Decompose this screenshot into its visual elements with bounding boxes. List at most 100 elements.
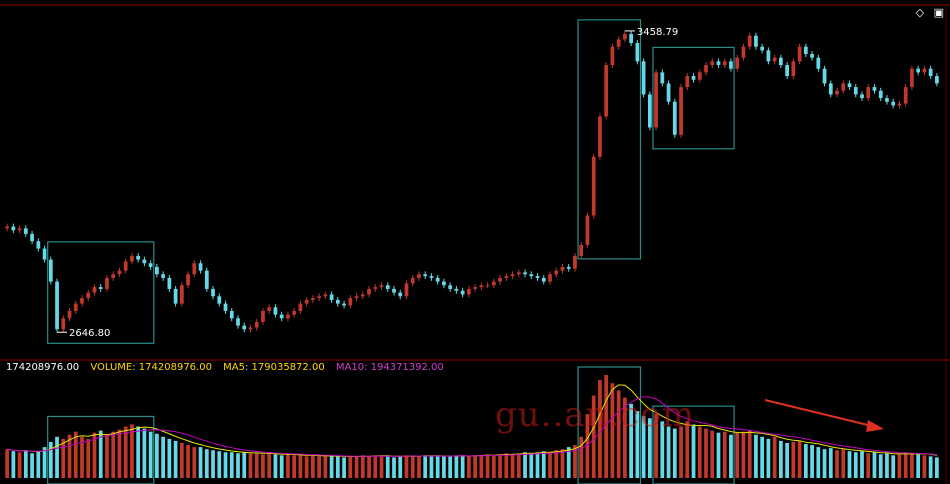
volume-bar (697, 426, 702, 478)
volume-bar (479, 455, 484, 478)
volume-bar (504, 453, 509, 478)
volume-bar (885, 453, 889, 478)
volume-bar (454, 455, 459, 478)
candle-body (229, 310, 234, 319)
candle-body (417, 274, 421, 278)
candle-body (242, 325, 247, 330)
volume-bar (541, 451, 546, 478)
volume-bar (579, 436, 584, 478)
candle-body (379, 285, 384, 288)
candle-body (591, 156, 596, 216)
candle-body (735, 57, 740, 69)
candle-body (423, 274, 428, 277)
volume-bar (273, 454, 278, 478)
volume-bar (598, 380, 602, 478)
volume-bar (772, 436, 777, 478)
candle-body (660, 72, 665, 84)
candle-body (192, 263, 197, 275)
candle-body (454, 288, 459, 291)
trend-arrow (764, 399, 884, 432)
candle-body (329, 294, 334, 300)
volume-bar (86, 438, 91, 478)
volume-bar (242, 452, 247, 478)
volume-bar (610, 383, 615, 478)
volume-bar (286, 454, 290, 478)
candle-body (111, 274, 116, 278)
candle-body (179, 285, 184, 304)
volume-bar (641, 416, 646, 478)
volume-bar (204, 449, 209, 478)
candle-body (903, 87, 908, 104)
volume-bar (192, 447, 197, 478)
ma10-line (7, 396, 937, 457)
volume-bar (55, 436, 59, 478)
candle-body (810, 54, 814, 58)
diamond-icon[interactable]: ◇ (915, 6, 925, 19)
volume-bar (585, 414, 590, 478)
volume-bar (516, 453, 521, 478)
candle-body (647, 94, 652, 128)
volume-bar (42, 447, 47, 478)
candle-body (697, 72, 702, 80)
candle-body (791, 61, 796, 77)
volume-bar (510, 454, 515, 478)
window-icon[interactable]: ▣ (933, 6, 944, 19)
candle-body (130, 255, 134, 262)
candle-body (335, 299, 340, 304)
volume-bars (5, 375, 939, 478)
candle-body (86, 292, 91, 299)
volume-bar (473, 455, 477, 478)
candle-body (435, 277, 440, 282)
volume-bar (691, 424, 696, 478)
candle-body (342, 303, 346, 306)
volume-bar (429, 456, 434, 478)
candle-body (741, 46, 746, 58)
candle-body (685, 76, 690, 88)
candle-body (541, 277, 546, 282)
candle-body (360, 294, 365, 297)
volume-bar (11, 451, 16, 478)
candle-body (516, 272, 521, 275)
volume-bar (616, 390, 621, 478)
candle-body (429, 276, 434, 278)
volume-bar (797, 440, 802, 478)
candle-body (36, 241, 41, 249)
candle-body (672, 101, 677, 135)
volume-bar (654, 414, 658, 478)
volume-bar (329, 456, 334, 478)
volume-bar (367, 456, 371, 478)
volume-bar (591, 395, 596, 478)
volume-bar (903, 452, 908, 478)
volume-bar (810, 445, 814, 478)
candle-body (891, 101, 896, 106)
volume-bar (360, 455, 365, 478)
volume-bar (803, 444, 808, 478)
volume-bar (835, 450, 839, 478)
volume-bar (435, 455, 440, 478)
candle-body (410, 277, 415, 284)
candle-body (80, 298, 84, 304)
candle-body (292, 310, 297, 315)
highlight-box (577, 19, 642, 260)
volume-bar (629, 403, 633, 478)
candle-body (304, 299, 309, 304)
highlight-box (652, 46, 735, 150)
volume-bar (48, 441, 53, 478)
watermark: gu..an.com (495, 395, 696, 435)
candle-body (123, 261, 128, 271)
candle-body (261, 310, 265, 322)
candle-body (747, 35, 752, 47)
candle-body (460, 290, 465, 295)
candle-body (236, 318, 240, 326)
volume-bar (373, 455, 378, 478)
candle-body (878, 90, 883, 99)
candle-body (935, 76, 939, 84)
volume-bar (897, 454, 902, 478)
candle-body (760, 46, 765, 51)
volume-bar (791, 441, 796, 478)
volume-bar (685, 421, 690, 478)
volume-bar (573, 445, 577, 478)
volume-bar (267, 453, 272, 478)
volume-bar (229, 452, 234, 478)
volume-bar (304, 456, 309, 478)
